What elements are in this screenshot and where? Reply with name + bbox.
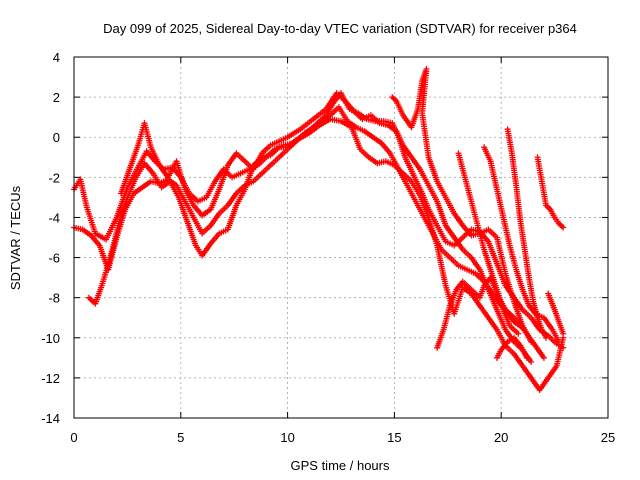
- y-tick-label: 2: [53, 90, 60, 105]
- x-tick-label: 0: [70, 430, 77, 445]
- y-tick-label: 0: [53, 130, 60, 145]
- y-tick-label: -6: [48, 251, 60, 266]
- y-axis-label: SDTVAR / TECUs: [8, 185, 23, 290]
- series-track-3: [85, 116, 567, 393]
- y-tick-label: 4: [53, 50, 60, 65]
- data-point: [560, 330, 567, 337]
- data-point: [560, 224, 567, 231]
- y-tick-label: -14: [41, 411, 60, 426]
- series-track-8: [481, 144, 562, 345]
- data-marks: [71, 66, 567, 393]
- axis-ticks: [73, 56, 609, 419]
- y-tick-label: -2: [48, 170, 60, 185]
- data-point: [540, 354, 547, 361]
- data-point: [555, 338, 562, 345]
- x-tick-label: 15: [387, 430, 401, 445]
- y-tick-labels: -14 -12 -10 -8 -6 -4 -2 0 2 4: [41, 50, 60, 426]
- data-point: [528, 338, 535, 345]
- x-tick-label: 20: [494, 430, 508, 445]
- x-tick-label: 5: [177, 430, 184, 445]
- series-track-10: [493, 334, 530, 361]
- x-tick-labels: 0 5 10 15 20 25: [70, 430, 615, 445]
- y-tick-label: -12: [41, 371, 60, 386]
- plot-frame: [73, 56, 609, 419]
- x-axis-label: GPS time / hours: [291, 458, 390, 473]
- y-tick-label: -8: [48, 291, 60, 306]
- x-tick-label: 10: [280, 430, 294, 445]
- data-point: [523, 354, 530, 361]
- series-track-9: [504, 126, 550, 341]
- series-track-11: [534, 154, 567, 231]
- x-tick-label: 25: [601, 430, 615, 445]
- chart-title: Day 099 of 2025, Sidereal Day-to-day VTE…: [103, 21, 577, 36]
- data-point: [543, 334, 550, 341]
- data-point: [515, 330, 522, 337]
- series-track-5: [389, 66, 535, 345]
- data-point: [528, 358, 535, 365]
- series-track-7: [455, 150, 522, 337]
- y-tick-label: -4: [48, 210, 60, 225]
- series-track-12: [545, 290, 567, 337]
- data-point: [519, 324, 526, 331]
- y-tick-label: -10: [41, 331, 60, 346]
